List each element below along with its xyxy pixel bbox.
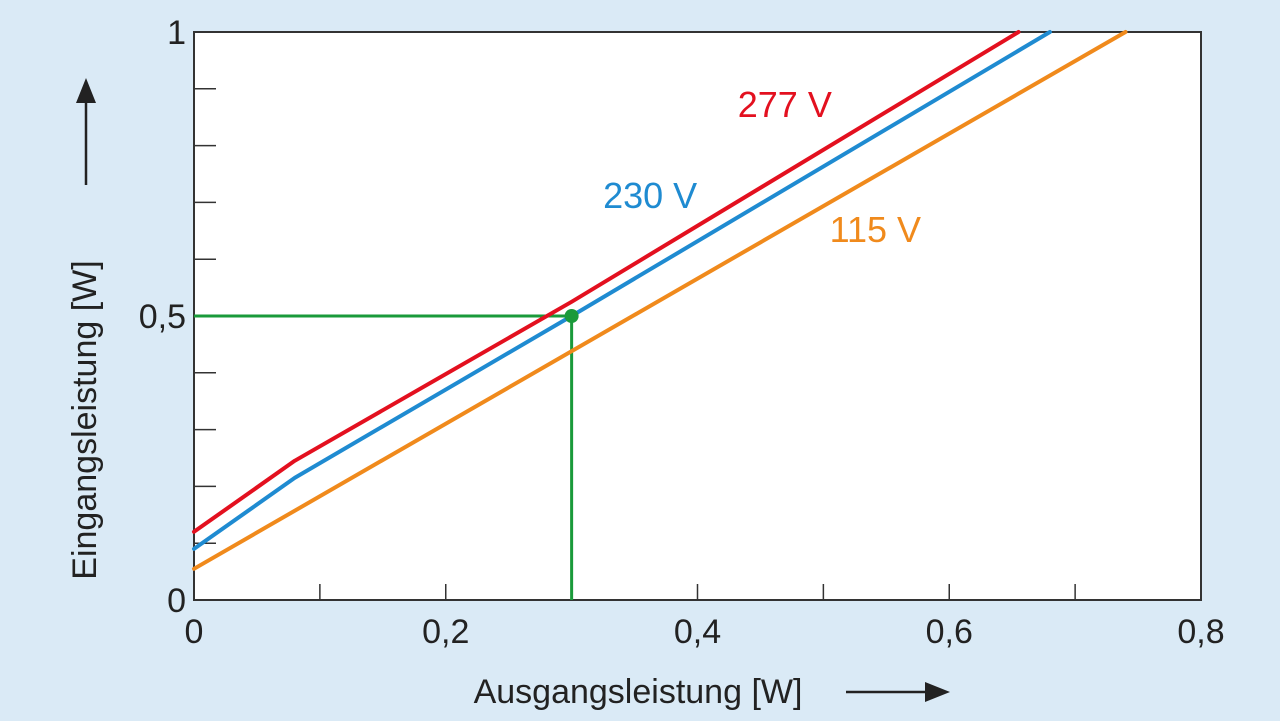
series-label: 277 V [738,84,832,125]
x-axis-label-group: Ausgangsleistung [W] [474,673,950,711]
y-axis-arrow-head [76,78,96,103]
tick-labels: 0 0,2 0,4 0,6 0,8 0 0,5 1 [139,14,1225,651]
series-label: 230 V [603,175,697,216]
series-line [192,30,1052,551]
y-axis-label-group: Eingangsleistung [W] [66,78,104,580]
series-line [192,30,1128,571]
x-tick-label: 0 [185,613,204,651]
x-axis-arrow-head [925,682,950,702]
y-tick-label: 1 [167,14,186,52]
axis-ticks [194,88,1076,600]
series-lines [192,30,1128,571]
x-tick-label: 0,8 [1177,613,1224,651]
y-axis-label: Eingangsleistung [W] [66,260,104,579]
series-label: 115 V [830,209,921,250]
marker-point [564,309,579,323]
series-labels: 277 V 230 V 115 V [603,84,921,250]
x-tick-label: 0,4 [674,613,721,651]
y-tick-label: 0,5 [139,298,186,336]
x-tick-label: 0,2 [422,613,469,651]
series-line [192,30,1021,534]
x-tick-label: 0,6 [926,613,973,651]
x-axis-label: Ausgangsleistung [W] [474,673,803,711]
y-tick-label: 0 [167,582,186,620]
